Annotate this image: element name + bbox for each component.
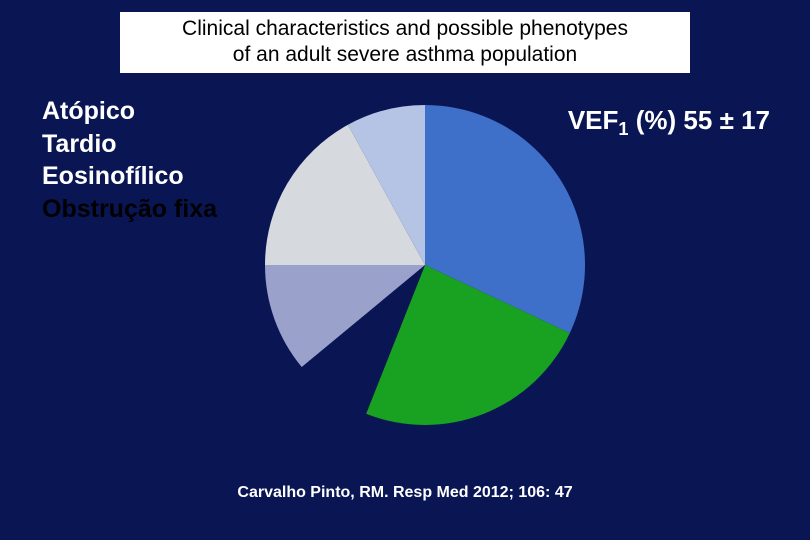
vef1-subscript: 1 bbox=[618, 119, 628, 139]
title-banner: Clinical characteristics and possible ph… bbox=[120, 12, 690, 73]
label-obstrucao-fixa: Obstrução fixa bbox=[42, 193, 217, 226]
label-atopico: Atópico bbox=[42, 95, 217, 128]
label-eosinofilico: Eosinofílico bbox=[42, 160, 217, 193]
pie-chart bbox=[255, 95, 595, 435]
pie-svg bbox=[255, 95, 595, 435]
title-line-2: of an adult severe asthma population bbox=[130, 42, 680, 68]
vef1-stat: VEF1 (%) 55 ± 17 bbox=[568, 105, 770, 140]
citation: Carvalho Pinto, RM. Resp Med 2012; 106: … bbox=[0, 484, 810, 502]
phenotype-labels: Atópico Tardio Eosinofílico Obstrução fi… bbox=[42, 95, 217, 225]
vef1-value: (%) 55 ± 17 bbox=[629, 105, 770, 135]
label-tardio: Tardio bbox=[42, 128, 217, 161]
title-line-1: Clinical characteristics and possible ph… bbox=[130, 16, 680, 42]
